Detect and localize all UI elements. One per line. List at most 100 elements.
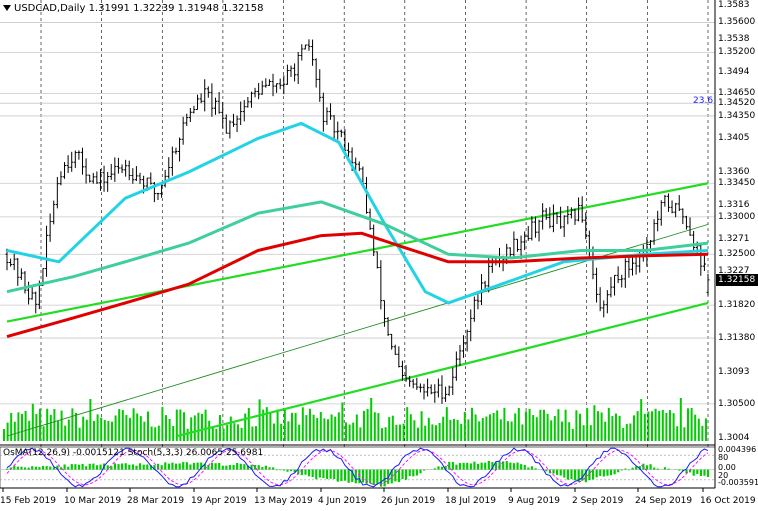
- osma-bar: [584, 469, 587, 483]
- osma-bar: [282, 469, 286, 471]
- osma-bar: [203, 463, 206, 470]
- osma-bar: [333, 469, 336, 480]
- osma-bar: [56, 465, 59, 470]
- volume-bar: [456, 419, 459, 441]
- volume-bar: [208, 420, 211, 441]
- volume-bar: [597, 411, 599, 441]
- volume-bar: [600, 412, 603, 441]
- osma-bar: [27, 467, 30, 470]
- x-tick-label: 10 Mar 2019: [64, 496, 121, 506]
- osma-bar: [315, 469, 318, 480]
- volume-bar: [139, 416, 142, 441]
- volume-bar: [337, 412, 340, 441]
- volume-bar: [31, 403, 34, 441]
- volume-bar: [499, 419, 502, 441]
- osma-bar: [530, 466, 534, 470]
- current-price-label: 1.32158: [716, 273, 758, 286]
- osma-bar: [289, 469, 293, 472]
- osma-bar: [678, 469, 681, 471]
- volume-bar: [643, 413, 646, 441]
- price-tick-label: 1.3004: [718, 433, 750, 444]
- volume-bar: [204, 409, 207, 441]
- osma-bar: [487, 460, 490, 470]
- osma-bar: [70, 464, 73, 470]
- osma-bar: [41, 465, 45, 470]
- volume-bar: [222, 428, 225, 441]
- osma-bar: [502, 461, 505, 470]
- volume-bar: [103, 420, 106, 441]
- osma-bar: [455, 464, 458, 470]
- osma-bar: [419, 469, 422, 474]
- osma-bar: [512, 463, 516, 470]
- volume-bar: [492, 412, 495, 441]
- volume-bar: [294, 413, 297, 441]
- dropdown-arrow-icon[interactable]: [3, 5, 11, 11]
- osma-bar: [520, 464, 523, 470]
- volume-bar: [391, 415, 394, 441]
- osma-bar: [509, 462, 512, 470]
- price-tick-label: 1.3360: [718, 167, 750, 178]
- x-tick-label: 13 May 2019: [254, 496, 313, 506]
- volume-bar: [381, 428, 383, 441]
- volume-bar: [395, 424, 398, 441]
- volume-bar: [489, 414, 491, 441]
- volume-bar: [129, 417, 131, 441]
- volume-bar: [589, 425, 592, 441]
- volume-bar: [424, 425, 427, 441]
- osma-bar: [124, 463, 127, 470]
- osma-bar: [110, 466, 113, 470]
- oscillator-header: OsMA(12,26,9) -0.0015121 Stoch(5,3,3) 26…: [3, 448, 264, 458]
- volume-bar: [539, 409, 542, 441]
- volume-bar: [327, 419, 329, 441]
- x-tick-label: 26 Jun 2019: [381, 496, 435, 506]
- volume-bar: [413, 420, 416, 441]
- volume-bar: [67, 419, 70, 441]
- x-tick-label: 2 Sep 2019: [572, 496, 624, 506]
- osma-bar: [243, 464, 246, 470]
- osma-bar: [545, 469, 548, 472]
- osma-bar: [139, 463, 142, 470]
- volume-bar: [561, 421, 563, 441]
- volume-bar: [150, 426, 153, 441]
- osma-bar: [595, 469, 598, 478]
- volume-bar: [219, 414, 221, 441]
- osma-bar: [480, 462, 483, 470]
- osma-bar: [599, 469, 602, 476]
- volume-bar: [604, 421, 607, 441]
- price-bars: [5, 39, 710, 404]
- osma-bar: [286, 469, 289, 472]
- volume-bar: [143, 421, 146, 441]
- osma-bar: [415, 469, 419, 476]
- level-price-label: 1.33000: [718, 211, 756, 222]
- osma-bar: [268, 467, 271, 470]
- volume-bar: [251, 426, 254, 441]
- volume-bar: [291, 412, 293, 441]
- volume-bar: [161, 407, 164, 441]
- osma-bar: [358, 469, 361, 484]
- osma-bar: [423, 469, 426, 471]
- volume-bar: [355, 414, 358, 441]
- x-tick-label: 16 Oct 2019: [700, 496, 756, 506]
- price-tick-label: 1.3271: [718, 233, 750, 244]
- osma-bar: [624, 468, 627, 470]
- osma-bar: [627, 469, 631, 471]
- volume-bar: [586, 408, 589, 441]
- volume-bar: [305, 415, 308, 441]
- volume-bar: [136, 413, 139, 441]
- volume-bar: [467, 419, 470, 441]
- osma-bar: [300, 469, 303, 476]
- volume-bar: [388, 417, 391, 441]
- volume-bar: [474, 414, 477, 441]
- osma-bar: [405, 469, 408, 480]
- volume-bar: [352, 422, 355, 441]
- chart-title: USDCAD,Daily 1.31991 1.32239 1.31948 1.3…: [3, 3, 264, 14]
- osma-bar: [552, 469, 555, 474]
- osma-bar: [466, 462, 469, 470]
- volume-bar: [478, 421, 481, 441]
- symbol-label: USDCAD,Daily: [14, 3, 86, 14]
- osc-axis-label: -0.003591: [718, 478, 758, 487]
- volume-bar: [265, 407, 268, 441]
- x-axis: 15 Feb 2019 10 Mar 2019 28 Mar 2019 19 Apr …: [0, 488, 756, 506]
- osma-bar: [476, 463, 480, 470]
- osma-bar: [527, 467, 530, 470]
